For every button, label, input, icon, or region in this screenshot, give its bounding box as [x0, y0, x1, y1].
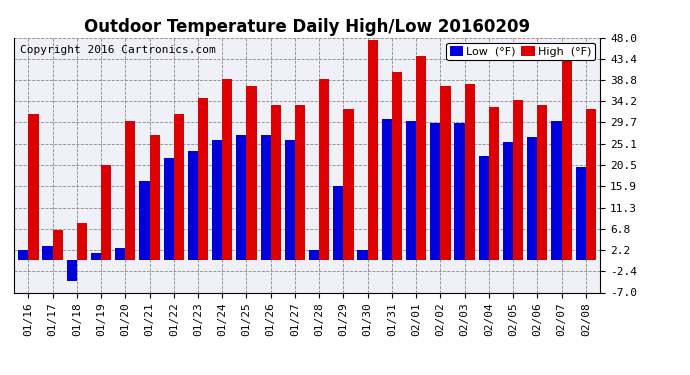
Bar [382, 118, 392, 260]
Bar [368, 40, 378, 260]
Bar [562, 49, 572, 260]
Bar [455, 123, 464, 260]
Bar [464, 84, 475, 260]
Bar [430, 123, 440, 260]
Bar [440, 86, 451, 260]
Title: Outdoor Temperature Daily High/Low 20160209: Outdoor Temperature Daily High/Low 20160… [84, 18, 530, 36]
Bar [222, 79, 233, 260]
Bar [538, 105, 547, 260]
Bar [575, 167, 586, 260]
Bar [77, 223, 87, 260]
Legend: Low  (°F), High  (°F): Low (°F), High (°F) [446, 43, 595, 60]
Bar [479, 156, 489, 260]
Bar [188, 151, 198, 260]
Bar [246, 86, 257, 260]
Bar [406, 121, 416, 260]
Bar [392, 72, 402, 260]
Bar [295, 105, 305, 260]
Bar [42, 246, 52, 260]
Bar [150, 135, 159, 260]
Text: Copyright 2016 Cartronics.com: Copyright 2016 Cartronics.com [19, 45, 215, 55]
Bar [115, 249, 126, 260]
Bar [551, 121, 562, 260]
Bar [198, 98, 208, 260]
Bar [357, 250, 368, 260]
Bar [174, 114, 184, 260]
Bar [126, 121, 135, 260]
Bar [319, 79, 329, 260]
Bar [52, 230, 63, 260]
Bar [309, 250, 319, 260]
Bar [236, 135, 246, 260]
Bar [586, 110, 596, 260]
Bar [527, 137, 538, 260]
Bar [139, 181, 150, 260]
Bar [285, 140, 295, 260]
Bar [270, 105, 281, 260]
Bar [91, 253, 101, 260]
Bar [503, 142, 513, 260]
Bar [344, 110, 353, 260]
Bar [489, 107, 499, 260]
Bar [67, 260, 77, 281]
Bar [416, 56, 426, 260]
Bar [101, 165, 111, 260]
Bar [18, 250, 28, 260]
Bar [212, 140, 222, 260]
Bar [261, 135, 270, 260]
Bar [513, 100, 523, 260]
Bar [333, 186, 344, 260]
Bar [164, 158, 174, 260]
Bar [28, 114, 39, 260]
